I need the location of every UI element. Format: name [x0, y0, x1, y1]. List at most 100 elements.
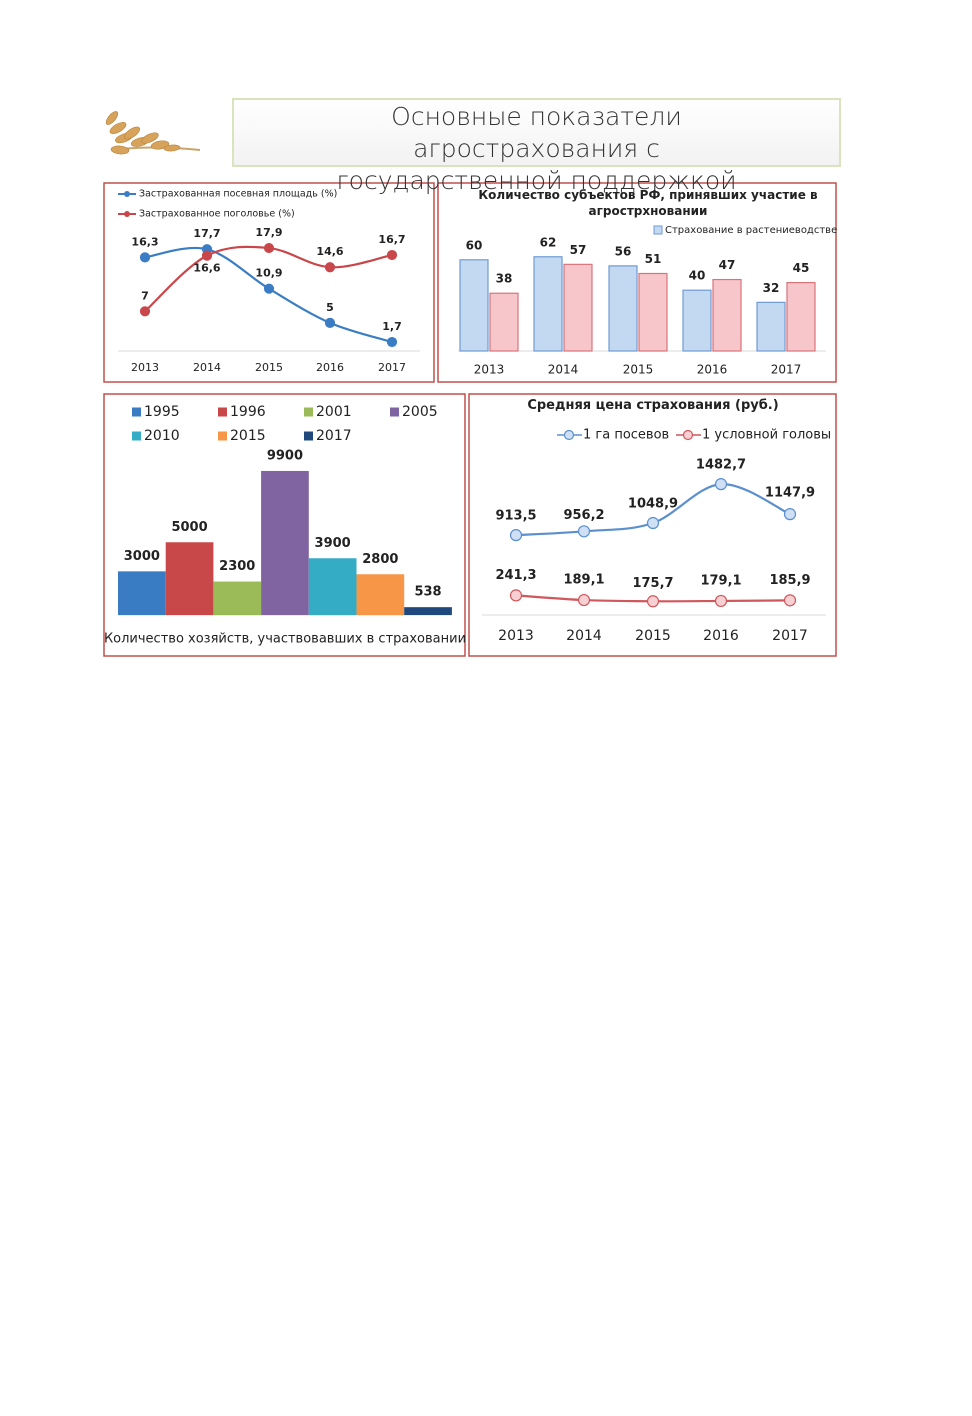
data-label: 913,5 [495, 509, 536, 524]
legend-label: 2005 [402, 404, 438, 420]
x-tick-label: 2016 [697, 363, 728, 377]
x-tick-label: 2016 [703, 628, 739, 644]
data-label: 3900 [315, 536, 351, 551]
legend-label: 1 га посевов [583, 428, 669, 443]
legend-label: Застрахованная посевная площадь (%) [139, 189, 337, 200]
data-point [324, 317, 336, 328]
data-label: 16,7 [378, 233, 405, 246]
legend-label: 2017 [316, 428, 352, 444]
bar [712, 278, 742, 352]
data-label: 185,9 [769, 573, 810, 588]
data-label: 14,6 [316, 245, 343, 258]
data-label: 189,1 [563, 573, 604, 588]
bar [165, 542, 214, 615]
data-point [139, 306, 151, 317]
legend-swatch [218, 431, 227, 441]
data-label: 38 [496, 272, 513, 286]
data-point [714, 478, 728, 491]
data-point [577, 593, 591, 607]
legend-swatch [653, 225, 663, 235]
chart-title: Средняя цена страхования (руб.) [527, 398, 779, 413]
legend-swatch [304, 407, 313, 417]
bar [356, 574, 405, 615]
bar [608, 265, 638, 352]
data-label: 16,6 [193, 262, 220, 275]
data-point [263, 242, 275, 254]
data-label: 7 [141, 289, 149, 302]
legend-swatch [132, 431, 141, 441]
x-axis-label: Количество хозяйств, участвовавших в стр… [104, 632, 466, 647]
x-tick-label: 2013 [131, 361, 159, 374]
wheat-decoration [105, 111, 201, 155]
bar [533, 256, 563, 352]
legend-swatch [390, 407, 399, 417]
x-tick-label: 2015 [255, 361, 283, 374]
data-label: 241,3 [495, 568, 536, 583]
bar [459, 259, 489, 352]
data-point [386, 336, 398, 348]
legend-swatch [218, 407, 227, 417]
bar [638, 272, 668, 352]
data-label: 40 [689, 269, 706, 283]
data-label: 3000 [124, 549, 160, 564]
data-label: 1048,9 [628, 497, 678, 512]
data-point [324, 262, 336, 273]
legend-label: Застрахованное поголовье (%) [139, 209, 295, 220]
legend-marker [124, 191, 130, 197]
data-label: 17,9 [255, 226, 282, 239]
data-point [783, 508, 797, 521]
legend-label: 2015 [230, 428, 266, 444]
data-label: 1,7 [382, 320, 402, 333]
data-point [577, 525, 591, 538]
bar [261, 470, 309, 615]
data-label: 47 [719, 258, 736, 272]
bar [786, 282, 816, 352]
data-label: 956,2 [563, 508, 604, 523]
bar [308, 558, 357, 615]
bar [563, 263, 593, 352]
data-point [139, 252, 151, 263]
data-label: 57 [570, 243, 587, 257]
data-point [201, 250, 213, 261]
page-title: Основные показатели агрострахования с го… [233, 101, 840, 195]
data-label: 60 [466, 238, 483, 252]
data-point [386, 249, 398, 261]
legend-label: Страхование в растениеводстве [665, 225, 837, 236]
x-tick-label: 2015 [635, 628, 671, 644]
chart-title: Количество субъектов РФ, принявших участ… [478, 188, 818, 218]
data-point [646, 595, 660, 608]
bar [489, 292, 519, 352]
legend-marker [563, 429, 575, 441]
data-point [783, 594, 797, 607]
legend-swatch [304, 431, 313, 441]
data-point [509, 529, 523, 542]
legend-label: 1996 [230, 404, 266, 420]
data-label: 5 [326, 301, 334, 314]
data-label: 1147,9 [765, 486, 815, 501]
data-point [646, 516, 660, 530]
data-label: 62 [540, 235, 557, 249]
x-tick-label: 2017 [378, 361, 406, 374]
legend-label: 2001 [316, 404, 352, 420]
bar [118, 571, 166, 615]
data-label: 10,9 [255, 267, 282, 280]
data-label: 2300 [219, 559, 255, 574]
data-label: 1482,7 [696, 458, 746, 473]
data-point [509, 589, 523, 602]
x-tick-label: 2013 [474, 363, 505, 377]
bar [682, 289, 712, 352]
data-label: 51 [645, 252, 662, 266]
data-label: 32 [763, 281, 780, 295]
x-tick-label: 2014 [566, 628, 602, 644]
legend-label: 1 условной головы [702, 428, 831, 443]
x-tick-label: 2017 [771, 363, 802, 377]
x-tick-label: 2017 [772, 628, 808, 644]
legend-marker [124, 211, 130, 217]
x-tick-label: 2013 [498, 628, 534, 644]
data-label: 2800 [362, 552, 398, 567]
data-label: 179,1 [700, 573, 741, 588]
x-tick-label: 2016 [316, 361, 344, 374]
bar [404, 607, 452, 615]
bar [756, 301, 786, 352]
